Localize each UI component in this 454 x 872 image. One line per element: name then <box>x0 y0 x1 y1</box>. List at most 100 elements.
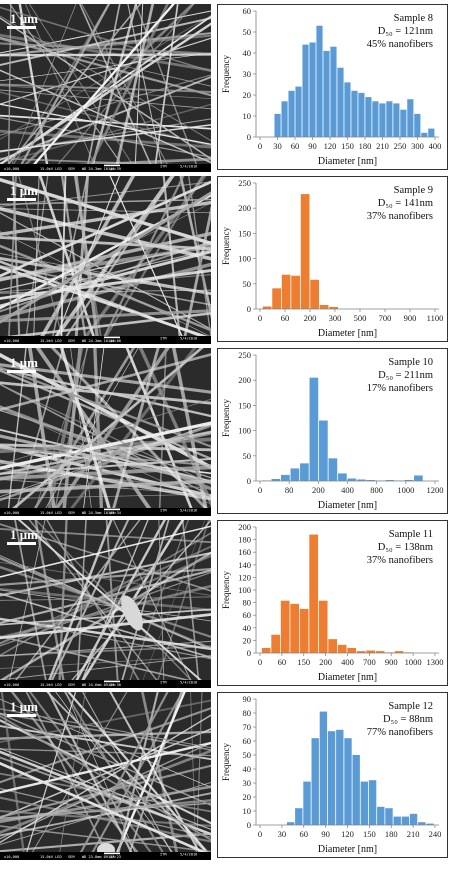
x-tick-label: 150 <box>341 141 354 151</box>
bar <box>347 647 357 653</box>
y-tick-label: 100 <box>238 426 251 436</box>
x-tick-label: 150 <box>297 657 310 667</box>
histogram-chart: 0 50 100 150 200 250 0 80 200 400 800 1000 1200 Diame… <box>217 348 448 514</box>
sem-fiber <box>62 509 221 691</box>
sem-fibers <box>0 508 223 692</box>
x-axis-label: Diameter [nm] <box>318 328 377 339</box>
x-tick-label: 240 <box>429 829 442 839</box>
sem-mode: SEM <box>68 339 75 343</box>
histogram-svg: 0 50 100 150 200 250 0 80 200 400 800 1000 1200 Diame… <box>221 350 444 511</box>
bar <box>356 651 366 653</box>
bar <box>344 82 351 137</box>
sem-fiber <box>0 14 222 66</box>
sem-date: 5/4/2016 <box>180 681 197 685</box>
x-tick-label: 500 <box>354 313 367 323</box>
y-tick-label: 60 <box>243 6 252 16</box>
sem-fiber <box>0 199 223 236</box>
sem-micrograph: 1 μm x10,000 15.0kV LED SEM WD 23.8mm 09:37:… <box>0 680 223 864</box>
sem-fiber <box>0 796 223 845</box>
y-tick-label: 50 <box>243 279 252 289</box>
sem-fiber <box>12 337 67 519</box>
bar <box>261 647 271 653</box>
y-tick-label: 150 <box>238 228 251 238</box>
bar <box>336 729 344 825</box>
sem-info-scale-bar <box>104 508 120 511</box>
sem-info-scale: 1μm <box>108 683 115 687</box>
sem-fiber <box>0 231 222 343</box>
sem-fiber <box>78 0 174 175</box>
sem-info-bar <box>0 680 211 688</box>
sem-fiber <box>76 509 88 691</box>
sem-fiber <box>0 459 223 503</box>
sem-fiber <box>0 51 222 82</box>
y-tick-label: 50 <box>243 750 252 760</box>
sem-fiber <box>189 681 197 863</box>
sem-fiber <box>7 0 12 175</box>
sem-fiber <box>0 71 222 136</box>
x-axis-label: Diameter [nm] <box>318 672 377 683</box>
sem-fiber <box>0 6 222 75</box>
sem-mode: SEM <box>68 855 75 859</box>
sem-fiber <box>23 0 99 175</box>
sem-fiber <box>58 508 69 692</box>
sem-fiber <box>0 350 223 412</box>
bar <box>368 780 377 825</box>
bar <box>414 113 421 137</box>
sem-org: ITM <box>160 165 167 169</box>
x-tick-label: 300 <box>329 313 342 323</box>
sem-fiber <box>0 34 222 105</box>
sem-fiber <box>0 253 222 296</box>
sem-fibers <box>0 336 223 520</box>
sem-fiber <box>0 748 222 757</box>
bar <box>328 458 338 481</box>
bar <box>409 813 418 825</box>
sem-scale-label: 1 μm <box>10 527 38 542</box>
sem-fiber <box>0 237 222 313</box>
sem-fiber <box>0 85 222 100</box>
sample-title: Sample 10 <box>388 357 433 368</box>
sem-date: 5/4/2016 <box>180 165 197 169</box>
bar <box>330 46 337 138</box>
bar <box>357 479 366 481</box>
sem-fiber <box>0 89 222 111</box>
nanofiber-percentage: 77% nanofibers <box>367 727 433 738</box>
y-axis-label: Frequency <box>221 571 231 609</box>
sem-fiber <box>0 644 222 657</box>
sem-fiber <box>0 310 223 340</box>
y-tick-label: 100 <box>238 585 251 595</box>
bar <box>291 275 300 309</box>
y-tick-label: 0 <box>247 820 251 830</box>
bar <box>375 651 385 653</box>
x-tick-label: 200 <box>304 313 317 323</box>
bar <box>288 90 295 137</box>
bar <box>286 822 295 825</box>
sem-mode: SEM <box>68 683 75 687</box>
bar <box>299 608 309 653</box>
bars <box>261 534 414 653</box>
bar <box>351 90 358 137</box>
x-tick-label: 400 <box>429 141 442 151</box>
y-tick-label: 30 <box>243 69 252 79</box>
x-tick-label: 0 <box>258 657 262 667</box>
d50-label: D₅₀ = 88nm <box>383 714 433 725</box>
sem-fiber <box>0 550 222 645</box>
sem-fibers <box>0 164 223 348</box>
bar <box>303 781 311 825</box>
bar <box>262 306 272 309</box>
y-axis-label: Frequency <box>221 55 231 93</box>
bar <box>300 194 310 309</box>
bar <box>428 128 435 137</box>
sem-info-bar <box>0 336 211 344</box>
sem-fiber <box>158 509 165 691</box>
sem-fiber <box>57 681 88 863</box>
bar <box>347 478 357 481</box>
x-tick-label: 0 <box>258 485 262 495</box>
y-tick-label: 0 <box>247 304 251 314</box>
y-tick-label: 40 <box>243 623 252 633</box>
sem-fiber <box>0 655 222 670</box>
x-tick-label: 400 <box>341 485 354 495</box>
sem-fiber <box>0 523 222 578</box>
sem-fiber <box>0 428 223 476</box>
sem-fiber <box>109 336 163 520</box>
x-tick-label: 800 <box>370 485 383 495</box>
